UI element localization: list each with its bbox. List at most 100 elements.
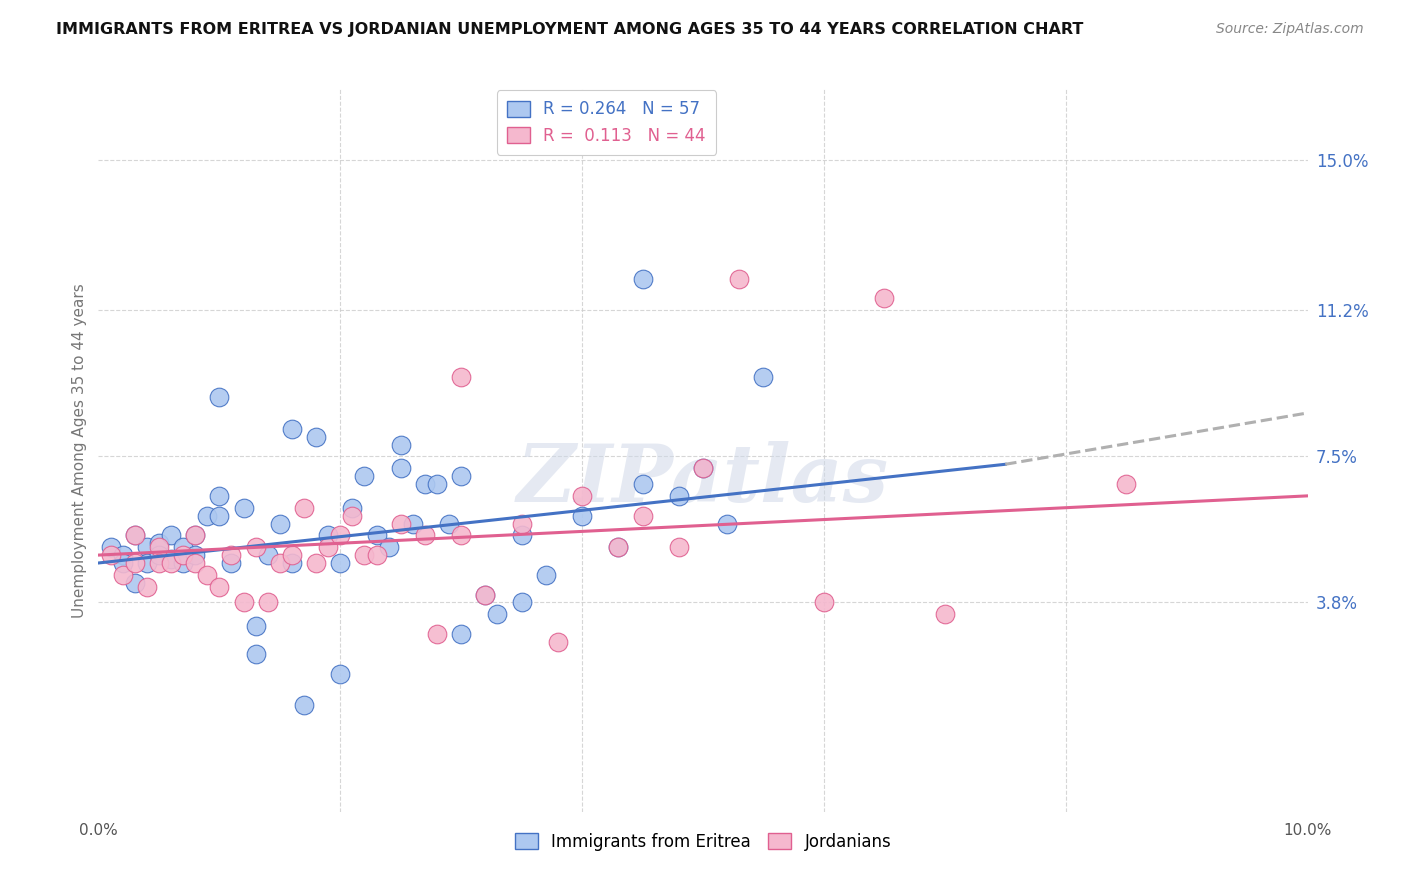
Point [172, 540, 194, 554]
Point [208, 390, 231, 404]
Text: ZIPatlas: ZIPatlas [517, 441, 889, 518]
Point [111, 548, 134, 562]
Point [510, 595, 533, 609]
Point [474, 588, 496, 602]
Point [184, 556, 207, 570]
Legend: Immigrants from Eritrea, Jordanians: Immigrants from Eritrea, Jordanians [508, 826, 898, 857]
Y-axis label: Unemployment Among Ages 35 to 44 years: Unemployment Among Ages 35 to 44 years [72, 283, 87, 618]
Point [450, 469, 472, 483]
Point [571, 489, 593, 503]
Point [292, 698, 315, 712]
Point [547, 635, 569, 649]
Point [692, 461, 714, 475]
Point [366, 528, 388, 542]
Point [245, 619, 267, 633]
Point [208, 508, 231, 523]
Point [281, 556, 304, 570]
Point [124, 528, 146, 542]
Point [195, 508, 218, 523]
Point [389, 437, 412, 451]
Point [305, 556, 328, 570]
Point [716, 516, 738, 531]
Point [135, 556, 157, 570]
Point [316, 528, 339, 542]
Point [305, 430, 328, 444]
Point [389, 516, 412, 531]
Point [692, 461, 714, 475]
Point [269, 556, 291, 570]
Point [208, 580, 231, 594]
Point [329, 666, 352, 681]
Point [184, 528, 207, 542]
Point [450, 370, 472, 384]
Point [813, 595, 835, 609]
Point [195, 567, 218, 582]
Point [437, 516, 460, 531]
Point [292, 500, 315, 515]
Point [148, 540, 170, 554]
Point [135, 540, 157, 554]
Point [232, 500, 254, 515]
Point [342, 500, 364, 515]
Point [160, 528, 183, 542]
Point [148, 556, 170, 570]
Point [607, 540, 630, 554]
Point [389, 461, 412, 475]
Point [172, 556, 194, 570]
Point [232, 595, 254, 609]
Point [426, 627, 449, 641]
Point [148, 548, 170, 562]
Point [111, 567, 134, 582]
Point [728, 271, 751, 285]
Point [172, 548, 194, 562]
Point [873, 292, 896, 306]
Point [124, 575, 146, 590]
Point [486, 607, 509, 622]
Point [510, 528, 533, 542]
Point [668, 540, 690, 554]
Point [256, 595, 278, 609]
Point [160, 556, 183, 570]
Point [631, 508, 654, 523]
Point [668, 489, 690, 503]
Point [111, 556, 134, 570]
Point [281, 422, 304, 436]
Point [353, 548, 375, 562]
Point [450, 627, 472, 641]
Point [631, 477, 654, 491]
Point [148, 536, 170, 550]
Point [160, 552, 183, 566]
Text: IMMIGRANTS FROM ERITREA VS JORDANIAN UNEMPLOYMENT AMONG AGES 35 TO 44 YEARS CORR: IMMIGRANTS FROM ERITREA VS JORDANIAN UNE… [56, 22, 1084, 37]
Point [353, 469, 375, 483]
Point [413, 477, 436, 491]
Point [934, 607, 956, 622]
Point [256, 548, 278, 562]
Point [221, 548, 243, 562]
Point [100, 540, 122, 554]
Point [245, 647, 267, 661]
Point [269, 516, 291, 531]
Point [184, 548, 207, 562]
Point [1115, 477, 1137, 491]
Point [571, 508, 593, 523]
Point [510, 516, 533, 531]
Text: Source: ZipAtlas.com: Source: ZipAtlas.com [1216, 22, 1364, 37]
Point [316, 540, 339, 554]
Point [413, 528, 436, 542]
Point [208, 489, 231, 503]
Point [342, 508, 364, 523]
Point [474, 588, 496, 602]
Point [329, 528, 352, 542]
Point [124, 556, 146, 570]
Point [281, 548, 304, 562]
Point [135, 580, 157, 594]
Point [366, 548, 388, 562]
Point [184, 528, 207, 542]
Point [329, 556, 352, 570]
Point [245, 540, 267, 554]
Point [402, 516, 425, 531]
Point [752, 370, 775, 384]
Point [450, 528, 472, 542]
Point [426, 477, 449, 491]
Point [221, 556, 243, 570]
